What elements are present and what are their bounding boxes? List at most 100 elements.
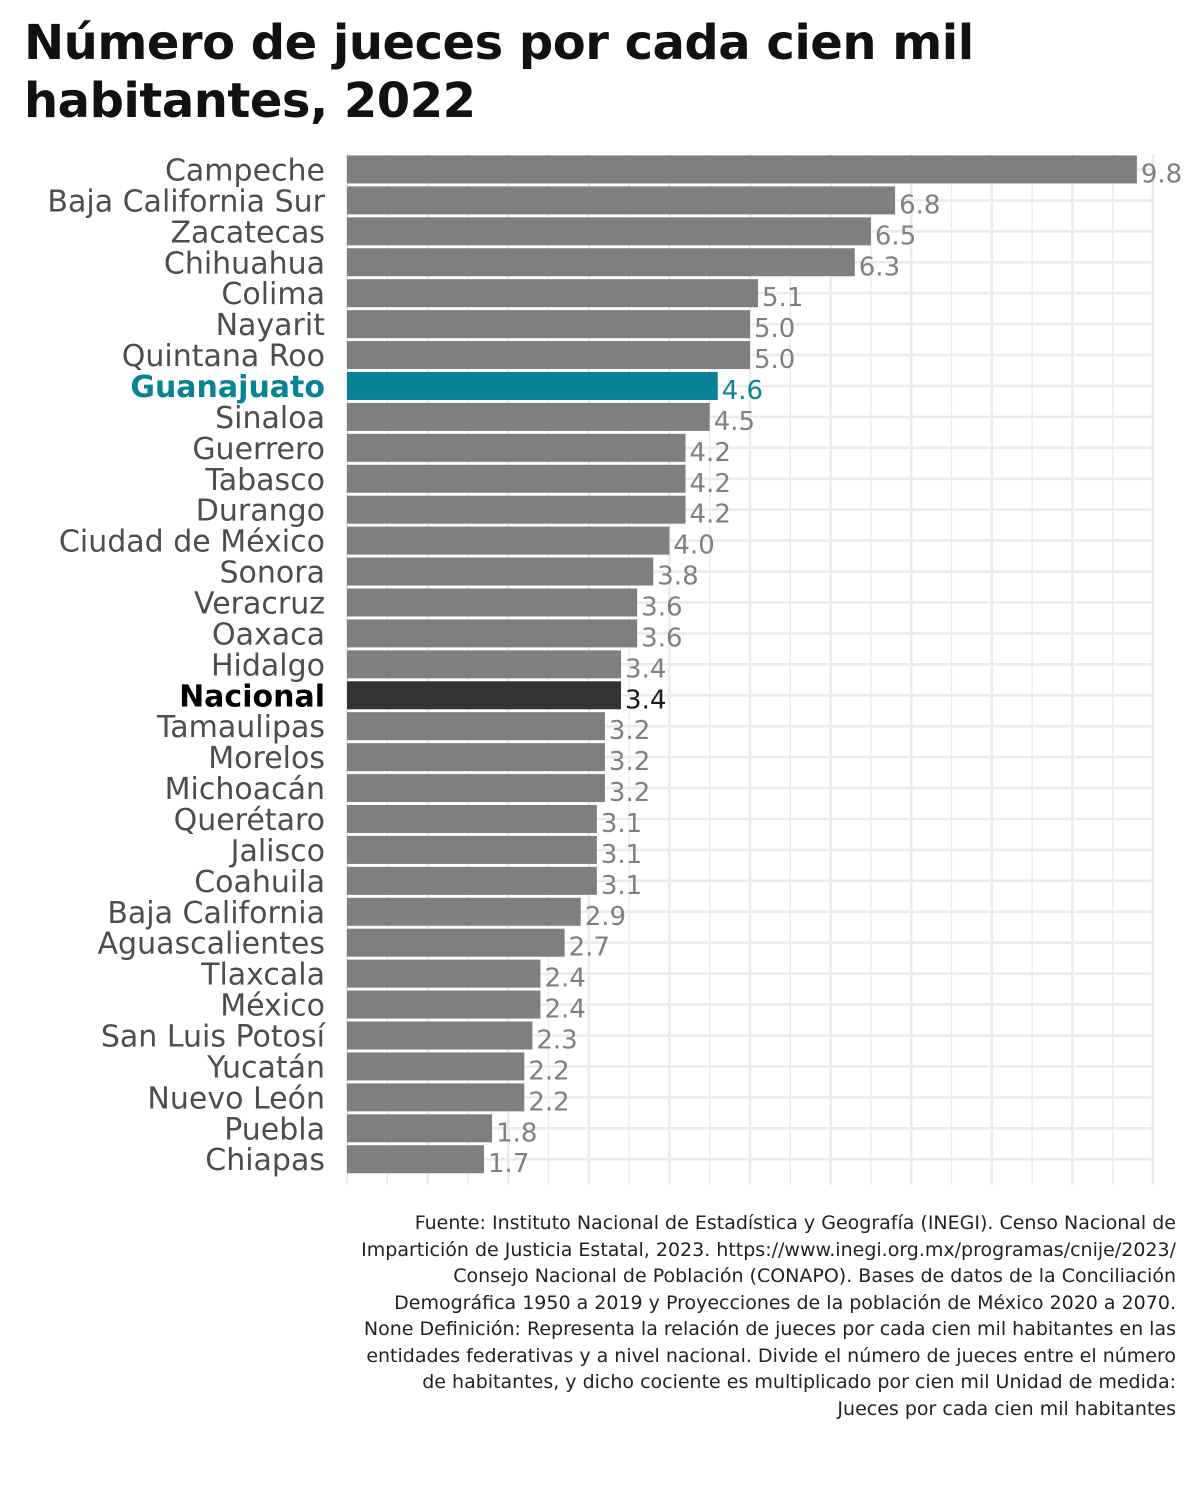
value-label: 3.6 <box>641 623 682 653</box>
value-label: 2.2 <box>528 1056 569 1086</box>
value-label: 3.1 <box>601 840 642 870</box>
category-label: Zacatecas <box>170 215 325 250</box>
category-label: Guerrero <box>192 432 325 467</box>
value-label: 3.2 <box>609 716 650 746</box>
value-label: 6.3 <box>859 252 900 282</box>
category-label: Colima <box>221 277 325 312</box>
category-label: Puebla <box>224 1112 325 1147</box>
bar <box>347 928 565 957</box>
bar <box>347 310 750 339</box>
value-label: 3.1 <box>601 809 642 839</box>
category-label: Chiapas <box>205 1143 325 1178</box>
bar <box>347 557 654 586</box>
value-labels: 9.86.86.56.35.15.05.04.64.54.24.24.24.03… <box>488 159 1182 1179</box>
value-label: 3.2 <box>609 747 650 777</box>
value-label: 4.6 <box>722 376 763 406</box>
value-label: 4.2 <box>690 438 731 468</box>
bar <box>347 619 638 648</box>
category-label: Veracruz <box>194 586 325 621</box>
bar <box>347 155 1137 184</box>
bar <box>347 959 541 988</box>
bar <box>347 186 896 215</box>
category-label: Yucatán <box>206 1050 325 1085</box>
category-label: Durango <box>196 494 325 529</box>
bar <box>347 897 581 926</box>
category-label: Baja California Sur <box>47 184 325 219</box>
bar <box>347 217 871 246</box>
category-label: Tamaulipas <box>156 710 325 745</box>
value-label: 6.8 <box>899 190 940 220</box>
category-label: Sinaloa <box>215 401 325 436</box>
category-label: Nayarit <box>216 308 326 343</box>
value-label: 4.2 <box>690 500 731 530</box>
bars <box>347 155 1137 1174</box>
category-label: Baja California <box>107 896 325 931</box>
category-label: Nacional <box>179 679 325 714</box>
category-label: Ciudad de México <box>59 525 325 560</box>
bar <box>347 279 759 308</box>
value-label: 2.9 <box>585 902 626 932</box>
category-label: Guanajuato <box>130 370 325 405</box>
bar <box>347 433 686 462</box>
value-label: 4.5 <box>714 407 755 437</box>
bar <box>347 650 622 679</box>
bar <box>347 835 597 864</box>
bar <box>347 402 710 431</box>
bar <box>347 866 597 895</box>
bar <box>347 1114 493 1143</box>
value-label: 3.4 <box>625 685 666 715</box>
category-label: Tlaxcala <box>200 958 325 993</box>
bar <box>347 774 605 803</box>
value-label: 3.1 <box>601 871 642 901</box>
value-label: 3.2 <box>609 778 650 808</box>
category-label: México <box>220 989 325 1024</box>
category-label: Nuevo León <box>147 1081 325 1116</box>
value-label: 2.2 <box>528 1087 569 1117</box>
category-label: Michoacán <box>165 772 325 807</box>
bar <box>347 248 855 277</box>
value-label: 4.2 <box>690 469 731 499</box>
bar <box>347 495 686 524</box>
bar <box>347 341 750 370</box>
chart-title: Número de jueces por cada cien mil habit… <box>24 15 974 129</box>
category-label: Chihuahua <box>164 246 325 281</box>
value-label: 5.1 <box>762 283 803 313</box>
bar <box>347 681 622 710</box>
bar <box>347 526 670 555</box>
category-label: Tabasco <box>204 463 325 498</box>
bar <box>347 712 605 741</box>
bar <box>347 464 686 493</box>
category-label: Morelos <box>208 741 325 776</box>
value-label: 2.3 <box>536 1026 577 1056</box>
category-label: San Luis Potosí <box>101 1020 327 1055</box>
category-label: Campeche <box>165 153 325 188</box>
bar <box>347 371 718 400</box>
bar <box>347 990 541 1019</box>
value-label: 2.4 <box>544 995 585 1025</box>
bar <box>347 1083 525 1112</box>
value-label: 5.0 <box>754 314 795 344</box>
category-label: Sonora <box>220 556 325 591</box>
value-label: 1.8 <box>496 1118 537 1148</box>
category-label: Querétaro <box>174 803 325 838</box>
source-note: Fuente: Instituto Nacional de Estadístic… <box>361 1212 1176 1420</box>
bar <box>347 743 605 772</box>
value-label: 1.7 <box>488 1149 529 1179</box>
category-label: Jalisco <box>229 834 325 869</box>
value-label: 6.5 <box>875 221 916 251</box>
bar <box>347 1145 485 1174</box>
category-label: Hidalgo <box>211 648 325 683</box>
category-label: Quintana Roo <box>122 339 325 374</box>
category-label: Oaxaca <box>212 617 325 652</box>
value-label: 9.8 <box>1141 159 1182 189</box>
value-label: 5.0 <box>754 345 795 375</box>
category-label: Aguascalientes <box>98 927 325 962</box>
value-label: 3.6 <box>641 592 682 622</box>
value-label: 2.7 <box>569 933 610 963</box>
bar <box>347 588 638 617</box>
category-label: Coahuila <box>194 865 325 900</box>
bar <box>347 804 597 833</box>
bar <box>347 1021 533 1050</box>
